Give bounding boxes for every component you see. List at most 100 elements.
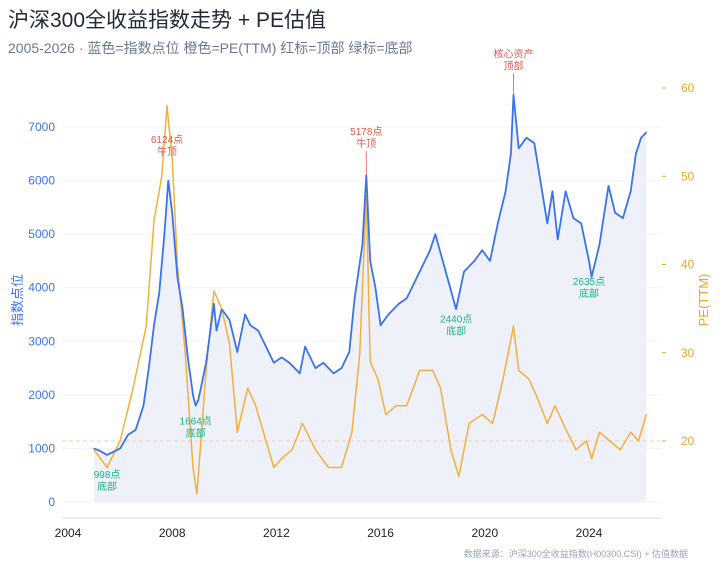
pe-point [106,466,108,469]
pe-point [468,422,470,424]
index-point [572,217,574,219]
index-point [348,351,350,353]
pe-point [213,290,215,292]
index-point [557,238,559,241]
index-point [353,297,356,300]
pe-point [254,405,257,407]
index-point [525,137,528,139]
index-point [192,394,194,396]
x-tick-label: 2008 [159,526,186,540]
index-point [135,429,137,431]
pe-point [481,413,483,416]
pe-point [228,343,231,345]
pe-point [591,458,593,460]
pe-point [236,431,238,433]
pe-point [192,466,194,469]
pe-point [196,493,198,495]
index-point [281,356,283,358]
index-point [340,367,343,369]
y2-tick-label: 50 [681,169,695,183]
index-point [380,324,382,326]
pe-point [637,440,640,442]
index-point [481,249,483,251]
index-point [607,185,610,187]
index-point [489,260,491,262]
pe-point [432,369,434,371]
index-area-fill [94,94,647,503]
index-point [213,303,215,305]
pe-point [575,449,577,451]
y2-axis-label: PE(TTM) [696,274,711,327]
index-point [249,324,251,326]
index-point [197,399,199,401]
index-point [182,308,184,310]
index-point [551,190,554,192]
pe-point [119,440,121,442]
pe-point [419,369,421,371]
index-point [361,244,363,246]
bottom-annotation-label: 底部 [446,325,466,338]
index-point [533,142,535,144]
x-tick-label: 2024 [576,526,603,540]
index-point [497,222,499,225]
index-point [445,271,447,273]
pe-point [619,449,621,451]
pe-point [93,449,95,451]
index-point [273,362,275,364]
y-tick-label: 1000 [28,441,55,455]
index-point [473,260,475,262]
pe-point [512,325,515,327]
pe-point [184,352,186,354]
pe-point [359,352,361,354]
index-point [322,362,324,364]
index-point [153,324,155,326]
pe-point [132,387,134,389]
index-point [541,190,543,192]
index-point [645,131,647,133]
pe-point [176,263,179,266]
index-point [244,313,246,316]
pe-point [301,422,304,424]
index-point [163,233,165,235]
pe-point [265,440,267,442]
pe-point [221,308,223,310]
index-point [333,372,335,375]
x-tick-label: 2020 [471,526,498,540]
chart-title: 沪深300全收益指数走势 + PE估值 [8,9,326,32]
pe-point [645,413,647,416]
index-point [167,179,169,182]
index-point [171,212,173,214]
index-point [591,276,593,278]
index-point [622,217,624,219]
pe-point [369,360,371,363]
data-source-note: 数据来源：沪深300全收益指数(H00300.CSI) + 估值数据 [463,549,688,559]
pe-point [171,158,173,160]
index-point [176,276,179,278]
top-annotation-label: 6124点 [151,134,183,146]
bottom-annotation-label: 底部 [579,287,599,300]
pe-point [385,413,387,416]
y2-tick-label: 30 [681,346,695,360]
top-annotation-label: 5178点 [350,126,382,138]
x-tick-label: 2012 [263,526,290,540]
index-point [215,329,218,332]
pe-point [528,378,530,380]
pe-point [536,396,538,398]
index-point [299,372,301,375]
pe-point [166,105,168,107]
pe-point [145,325,147,327]
index-point [288,362,291,364]
index-point [580,222,582,225]
pe-point [492,422,494,424]
pe-point [314,449,317,451]
index-point [257,329,259,332]
pe-point [327,466,330,469]
pe-point [365,193,367,195]
index-point [187,356,189,358]
pe-point [351,431,353,433]
index-point [429,249,431,251]
index-point [510,153,512,155]
index-point [505,190,507,192]
